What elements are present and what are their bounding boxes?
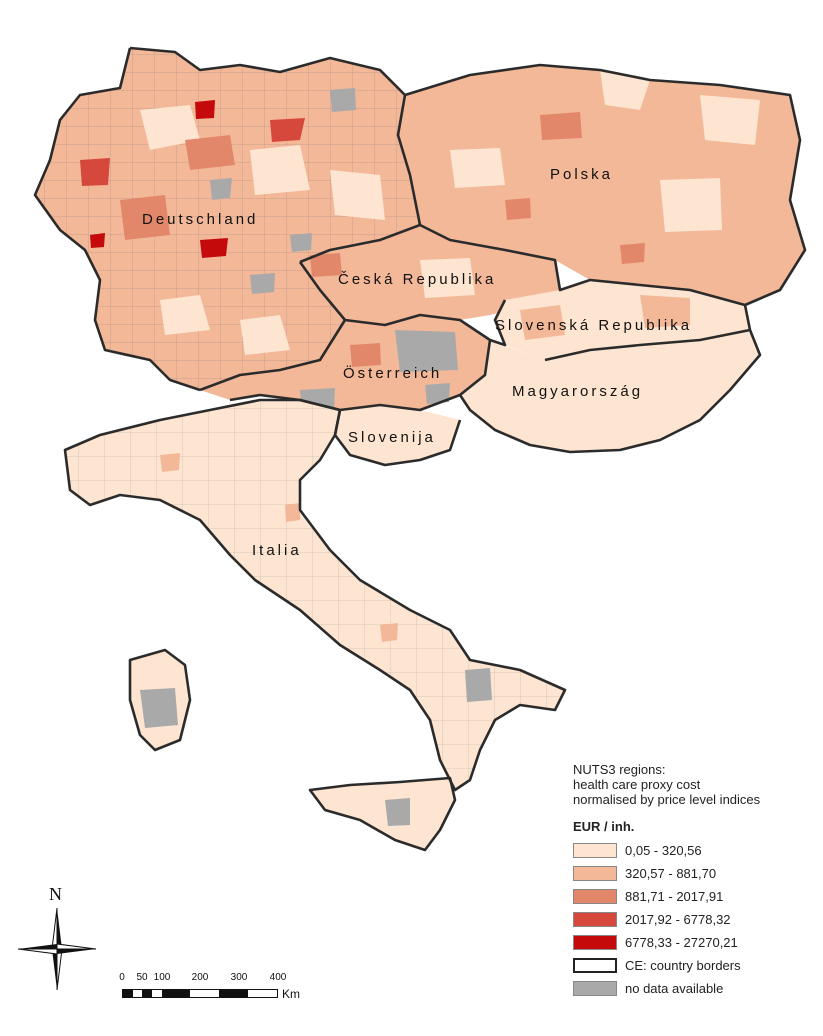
legend-unit: EUR / inh.	[573, 819, 635, 834]
legend-item: 881,71 - 2017,91	[573, 886, 813, 906]
nuts3-region	[270, 118, 305, 142]
label-polska: Polska	[550, 166, 613, 183]
scale-tick: 50	[136, 972, 148, 983]
legend-swatch	[573, 888, 617, 904]
nuts3-region	[290, 233, 312, 252]
nuts3-region	[465, 668, 492, 702]
country-hungary	[460, 330, 760, 452]
legend-label: 881,71 - 2017,91	[625, 888, 724, 904]
legend-title: NUTS3 regions: health care proxy cost no…	[573, 762, 813, 807]
nuts3-region	[505, 198, 531, 220]
legend-swatch	[573, 911, 617, 927]
label-osterreich: Österreich	[343, 364, 442, 382]
nuts3-region	[330, 170, 385, 220]
legend-label: 6778,33 - 27270,21	[625, 934, 738, 950]
nuts3-region	[420, 258, 475, 298]
nuts3-region	[160, 453, 180, 472]
compass-icon	[17, 907, 97, 991]
scale-tick: 400	[269, 972, 287, 983]
legend-label: no data available	[625, 980, 724, 996]
legend-label: 2017,92 - 6778,32	[625, 911, 731, 927]
nuts3-region	[425, 383, 450, 404]
nuts3-region	[250, 273, 275, 294]
sicily-shape	[310, 778, 455, 850]
nuts3-region	[600, 70, 650, 110]
country-borders	[33, 46, 807, 852]
legend-title-line: health care proxy cost	[573, 777, 701, 792]
label-italia: Italia	[252, 542, 302, 559]
legend-label: 0,05 - 320,56	[625, 842, 702, 858]
north-label: N	[49, 884, 62, 904]
north-arrow: N	[16, 884, 98, 994]
nuts3-region	[200, 238, 228, 258]
nuts3-region	[240, 315, 290, 355]
nuts3-region	[310, 253, 342, 277]
legend: NUTS3 regions: health care proxy cost no…	[573, 762, 813, 1001]
nuts3-region	[450, 148, 505, 188]
nuts3-region	[90, 233, 105, 248]
nuts3-region	[640, 295, 690, 328]
nuts3-region	[195, 100, 215, 119]
nuts3-region	[80, 158, 110, 186]
scale-unit: Km	[282, 987, 300, 1001]
legend-title-line: normalised by price level indices	[573, 792, 761, 807]
nuts3-region	[520, 305, 565, 340]
legend-item-nodata: no data available	[573, 978, 813, 998]
nuts3-region	[380, 623, 398, 642]
legend-label: CE: country borders	[625, 957, 741, 973]
scale-tick: 300	[230, 972, 248, 983]
country-poland	[398, 65, 805, 305]
legend-item: 0,05 - 320,56	[573, 840, 813, 860]
legend-item: 6778,33 - 27270,21	[573, 932, 813, 952]
nuts3-region	[120, 195, 170, 240]
scale-ticks: 0 50 100 200 300 400	[118, 972, 298, 986]
poland-shape	[398, 65, 805, 305]
country-austria	[200, 315, 490, 410]
legend-swatch	[573, 934, 617, 950]
scale-bar-graphic	[122, 989, 278, 998]
legend-swatch-border	[573, 957, 617, 973]
country-czech	[300, 225, 560, 325]
scale-tick: 200	[191, 972, 209, 983]
nuts3-region	[140, 105, 200, 150]
legend-item-borders: CE: country borders	[573, 955, 813, 975]
nuts3-region	[185, 135, 235, 170]
legend-item: 320,57 - 881,70	[573, 863, 813, 883]
legend-swatch	[573, 865, 617, 881]
label-ceska-republika: Česká Republika	[338, 271, 496, 288]
label-slovenska-republika: Slovenská Republika	[495, 317, 692, 334]
scale-bar: 0 50 100 200 300 400 Km	[118, 972, 318, 1012]
legend-title-line: NUTS3 regions:	[573, 762, 666, 777]
nuts3-region	[620, 243, 645, 264]
nuts3-region	[700, 95, 760, 145]
country-italy	[65, 400, 565, 850]
nuts3-region	[385, 798, 410, 826]
country-labels: Deutschland Polska Česká Republika Slove…	[142, 166, 692, 559]
nuts3-region	[660, 178, 722, 232]
label-slovenija: Slovenija	[348, 429, 436, 446]
nuts3-region	[330, 88, 356, 112]
label-magyarorszag: Magyarország	[512, 383, 643, 400]
hungary-shape	[460, 330, 760, 452]
legend-item: 2017,92 - 6778,32	[573, 909, 813, 929]
nuts3-region	[210, 178, 232, 200]
nuts3-region	[395, 330, 458, 372]
country-germany	[35, 48, 420, 395]
slovenia-shape	[335, 405, 460, 465]
nuts3-region	[285, 503, 300, 522]
nuts3-region	[140, 688, 178, 728]
nuts3-region	[250, 145, 310, 195]
nuts3-region	[350, 343, 381, 367]
nuts3-region	[160, 295, 210, 335]
scale-tick: 100	[153, 972, 171, 983]
country-slovenia	[335, 405, 460, 465]
legend-label: 320,57 - 881,70	[625, 865, 717, 881]
legend-swatch-nodata	[573, 980, 617, 996]
label-deutschland: Deutschland	[142, 211, 258, 228]
scale-tick: 0	[119, 972, 125, 983]
legend-swatch	[573, 842, 617, 858]
nuts3-region	[540, 112, 582, 140]
